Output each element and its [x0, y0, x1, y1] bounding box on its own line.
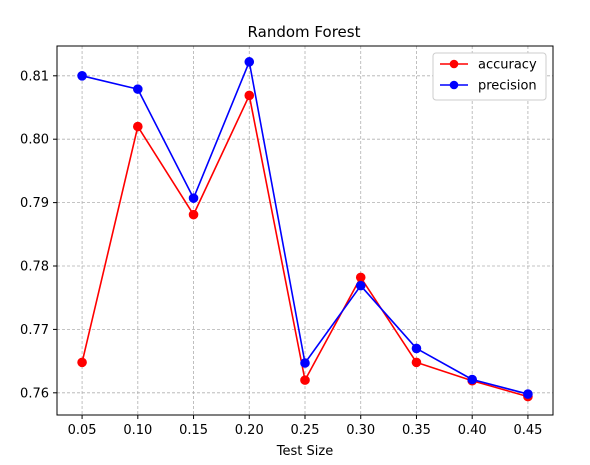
precision-point [77, 70, 87, 81]
precision-point [133, 84, 143, 94]
legend-label: accuracy [478, 58, 537, 73]
legend-swatch-marker [449, 80, 459, 90]
precision-point [411, 343, 422, 354]
series-layer [77, 57, 533, 402]
x-tick-label: 0.05 [68, 423, 97, 438]
x-tick-label: 0.30 [346, 423, 375, 438]
y-axis: 0.76 0.77 0.78 0.79 0.80 0.81 [20, 69, 57, 401]
y-tick-label: 0.76 [20, 386, 49, 401]
accuracy-point [133, 121, 143, 132]
y-tick-label: 0.77 [20, 323, 49, 338]
legend-item-precision: precision [440, 79, 537, 94]
legend-label: precision [478, 79, 537, 94]
x-tick-label: 0.15 [179, 423, 208, 438]
precision-point [188, 193, 199, 203]
legend-item-accuracy: accuracy [440, 58, 537, 73]
y-tick-label: 0.81 [20, 69, 49, 84]
x-tick-label: 0.10 [123, 423, 152, 438]
precision-point [300, 358, 310, 368]
x-tick-label: 0.45 [513, 423, 542, 438]
precision-point [467, 374, 477, 385]
x-tick-label: 0.40 [458, 423, 487, 438]
accuracy-point [411, 357, 422, 368]
grid [57, 46, 553, 415]
legend: accuracy precision [432, 52, 547, 101]
x-tick-label: 0.35 [402, 423, 431, 438]
y-tick-label: 0.79 [20, 196, 49, 211]
accuracy-point [300, 375, 310, 385]
precision-point [523, 389, 533, 399]
precision-point [244, 57, 255, 67]
chart-title: Random Forest [248, 23, 361, 41]
accuracy-point [188, 209, 199, 220]
y-tick-label: 0.78 [20, 260, 49, 275]
accuracy-point [244, 90, 255, 101]
precision-point [355, 280, 366, 291]
series-precision [77, 57, 533, 399]
legend-swatch-marker [449, 59, 459, 69]
x-axis: 0.05 0.10 0.15 0.20 0.25 0.30 0.35 0.40 0.45 [68, 415, 542, 438]
x-tick-label: 0.20 [235, 423, 264, 438]
accuracy-point [77, 357, 87, 368]
x-axis-title: Test Size [276, 444, 333, 459]
y-tick-label: 0.80 [20, 133, 49, 148]
accuracy-point [355, 272, 366, 283]
x-tick-label: 0.25 [291, 423, 320, 438]
